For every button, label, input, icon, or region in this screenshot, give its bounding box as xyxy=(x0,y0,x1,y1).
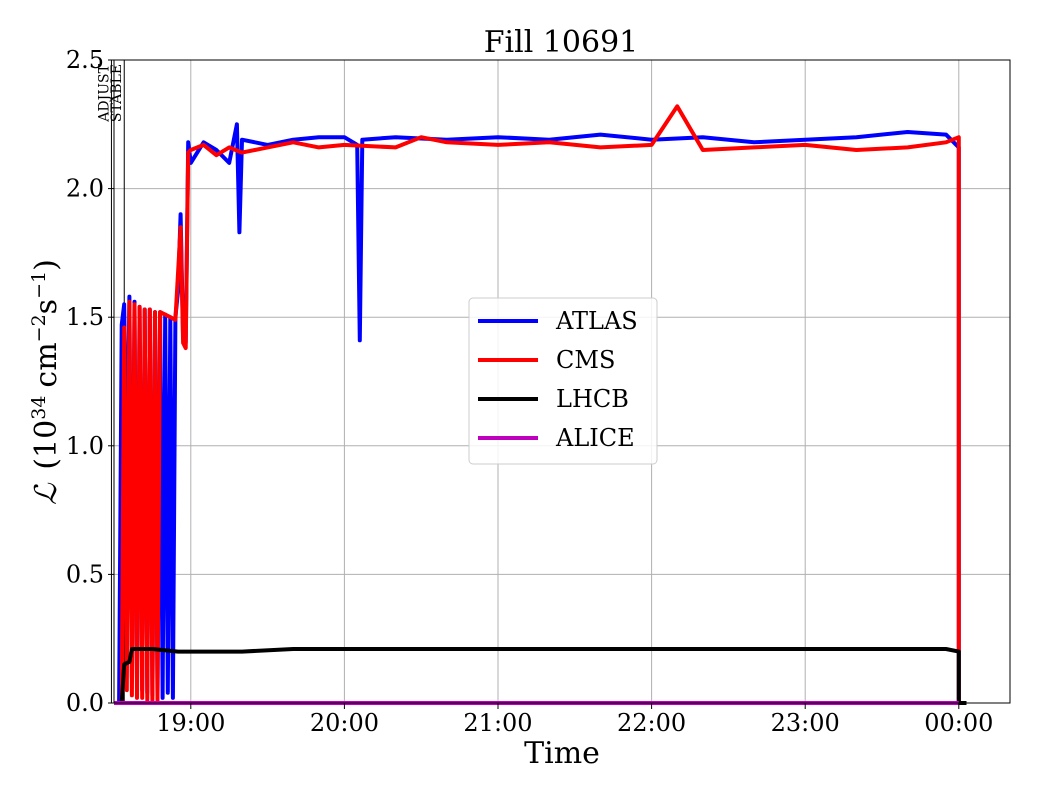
y-axis-label-symbol: ℒ xyxy=(29,482,64,505)
y-axis-label-s: s xyxy=(29,299,64,314)
series-line-lhcb xyxy=(114,647,967,705)
x-ticks: 19:00 20:00 21:00 22:00 23:00 00:00 xyxy=(156,703,993,737)
y-tick-label: 2.0 xyxy=(66,175,104,203)
y-axis-label-close: ) xyxy=(29,259,64,271)
y-tick-label: 1.5 xyxy=(66,303,104,331)
x-tick-label: 19:00 xyxy=(156,709,225,737)
y-tick-label: 1.0 xyxy=(66,432,104,460)
legend-label-atlas: ATLAS xyxy=(555,307,638,335)
phase-marker-label: ADJUST xyxy=(96,63,112,122)
x-tick-label: 21:00 xyxy=(463,709,532,737)
legend-box xyxy=(468,297,658,465)
x-tick-label: 20:00 xyxy=(310,709,379,737)
legend-label-alice: ALICE xyxy=(555,424,635,452)
legend-label-lhcb: LHCB xyxy=(556,385,629,413)
legend: ATLAS CMS LHCB ALICE xyxy=(468,297,658,465)
y-axis-label-unit: cm xyxy=(29,342,64,387)
y-axis-label-exp1: 34 xyxy=(28,396,50,420)
y-axis-label-open: (10 xyxy=(29,420,64,470)
y-axis-label: ℒ (1034 cm−2s−1) xyxy=(28,259,64,505)
y-ticks: 0.0 0.5 1.0 1.5 2.0 2.5 xyxy=(66,46,114,717)
x-tick-label: 22:00 xyxy=(617,709,686,737)
x-axis-label: Time xyxy=(524,736,600,771)
phase-marker-label: STABLE xyxy=(109,64,125,122)
legend-label-cms: CMS xyxy=(556,346,615,374)
chart-title: Fill 10691 xyxy=(484,25,639,60)
y-axis-label-exp2: −2 xyxy=(28,314,50,342)
y-tick-label: 0.5 xyxy=(66,560,104,588)
y-axis-label-exp3: −1 xyxy=(28,271,50,299)
y-tick-label: 2.5 xyxy=(66,46,104,74)
series-line-cms xyxy=(114,104,962,705)
plot-frame xyxy=(113,59,1011,704)
x-tick-label: 00:00 xyxy=(924,709,993,737)
y-tick-label: 0.0 xyxy=(66,689,104,717)
x-tick-label: 23:00 xyxy=(771,709,840,737)
